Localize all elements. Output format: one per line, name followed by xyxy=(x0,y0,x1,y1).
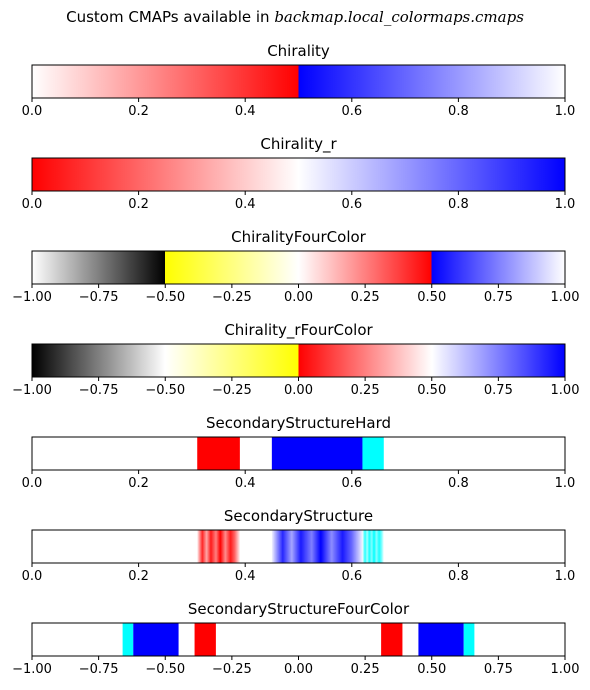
colorbar-title: ChiralityFourColor xyxy=(231,228,367,246)
colorbar-title: Chirality_r xyxy=(260,135,337,154)
colorbar-title: SecondaryStructureHard xyxy=(206,414,391,432)
x-tick-label: 0.75 xyxy=(484,662,513,677)
x-tick-label: 0.00 xyxy=(284,662,313,677)
x-tick-label: −0.75 xyxy=(79,290,119,305)
x-tick-label: 0.6 xyxy=(341,476,362,491)
colorbar-panel-0: Chirality 0.0 0.2 0.4 0.6 0.8 1.0 xyxy=(22,42,576,119)
colorbar-panel-5: SecondaryStructure 0.0 0.2 0.4 0.6 0.8 1.0 xyxy=(22,507,576,584)
colorbar-gradient xyxy=(32,251,565,284)
color-segment-5 xyxy=(463,623,475,656)
colorbar-panel-1: Chirality_r 0.0 0.2 0.4 0.6 0.8 1.0 xyxy=(22,135,576,212)
soft-band-0 xyxy=(197,530,240,563)
x-tick-label: 0.50 xyxy=(417,290,446,305)
colorbar-title: SecondaryStructure xyxy=(224,507,373,525)
x-tick-label: −0.50 xyxy=(145,383,185,398)
x-tick-label: 0.2 xyxy=(128,197,149,212)
x-tick-label: 1.0 xyxy=(555,476,576,491)
colorbar-gradient xyxy=(32,158,565,191)
colorbar-gradient xyxy=(32,344,565,377)
x-tick-label: 0.2 xyxy=(128,569,149,584)
figure-title: Custom CMAPs available in backmap.local_… xyxy=(0,8,590,26)
x-tick-label: 0.2 xyxy=(128,104,149,119)
x-tick-label: 1.0 xyxy=(555,104,576,119)
x-tick-label: 0.2 xyxy=(128,476,149,491)
color-segment-2 xyxy=(362,437,384,470)
x-tick-label: 0.6 xyxy=(341,104,362,119)
colorbar-panel-2: ChiralityFourColor −1.00 −0.75 −0.50 −0.25 0.… xyxy=(12,228,579,305)
soft-band-2 xyxy=(362,530,384,563)
x-tick-label: 0.6 xyxy=(341,569,362,584)
x-tick-label: 0.75 xyxy=(484,290,513,305)
colorbar-frame xyxy=(31,157,566,192)
x-tick-label: −0.75 xyxy=(79,383,119,398)
x-tick-label: 0.4 xyxy=(235,104,256,119)
x-tick-label: 1.00 xyxy=(551,662,580,677)
soft-band-1 xyxy=(271,530,363,563)
x-tick-label: −0.25 xyxy=(212,290,252,305)
x-tick-label: 0.4 xyxy=(235,197,256,212)
colorbar-title: Chirality_rFourColor xyxy=(224,321,373,340)
colorbar-frame xyxy=(31,529,566,564)
x-tick-label: 0.4 xyxy=(235,569,256,584)
colorbar-gradient xyxy=(32,65,565,98)
x-tick-label: 0.8 xyxy=(448,197,469,212)
x-tick-label: −0.25 xyxy=(212,383,252,398)
x-tick-label: 1.0 xyxy=(555,569,576,584)
x-tick-label: 0.4 xyxy=(235,476,256,491)
x-tick-label: 0.0 xyxy=(22,104,43,119)
colorbar-panel-6: SecondaryStructureFourColor −1.00 −0.75 −0.… xyxy=(12,600,579,677)
x-tick-label: 0.25 xyxy=(351,290,380,305)
x-tick-label: 0.50 xyxy=(417,662,446,677)
color-segment-1 xyxy=(133,623,179,656)
x-tick-label: −0.50 xyxy=(145,662,185,677)
x-tick-label: 0.8 xyxy=(448,476,469,491)
x-tick-label: 0.75 xyxy=(484,383,513,398)
color-segment-1 xyxy=(271,437,363,470)
x-tick-label: 0.00 xyxy=(284,290,313,305)
x-tick-label: 0.0 xyxy=(22,197,43,212)
x-tick-label: −0.25 xyxy=(212,662,252,677)
x-tick-label: −0.50 xyxy=(145,290,185,305)
x-tick-label: −0.75 xyxy=(79,662,119,677)
figure-title-math: backmap.local_colormaps.cmaps xyxy=(274,8,524,26)
x-tick-label: 0.8 xyxy=(448,569,469,584)
x-tick-label: −1.00 xyxy=(12,383,52,398)
colorbar-frame xyxy=(31,64,566,99)
x-tick-label: 0.0 xyxy=(22,569,43,584)
x-tick-label: 0.0 xyxy=(22,476,43,491)
x-tick-label: 1.00 xyxy=(551,290,580,305)
figure-title-prefix: Custom CMAPs available in xyxy=(66,8,275,26)
colorbar-title: Chirality xyxy=(267,42,330,60)
x-tick-label: 0.25 xyxy=(351,662,380,677)
x-tick-label: −1.00 xyxy=(12,662,52,677)
x-tick-label: 0.6 xyxy=(341,197,362,212)
colorbar-background xyxy=(32,623,565,656)
colorbar-frame xyxy=(31,436,566,471)
x-tick-label: 1.00 xyxy=(551,383,580,398)
colorbar-title: SecondaryStructureFourColor xyxy=(188,600,410,618)
colorbar-panel-3: Chirality_rFourColor −1.00 −0.75 −0.50 −0.25… xyxy=(12,321,579,398)
x-tick-label: 0.50 xyxy=(417,383,446,398)
x-tick-label: 0.8 xyxy=(448,104,469,119)
color-segment-2 xyxy=(194,623,216,656)
x-tick-label: 0.25 xyxy=(351,383,380,398)
color-segment-4 xyxy=(418,623,464,656)
x-tick-label: −1.00 xyxy=(12,290,52,305)
color-segment-0 xyxy=(122,623,134,656)
x-tick-label: 0.00 xyxy=(284,383,313,398)
color-segment-0 xyxy=(197,437,240,470)
x-tick-label: 1.0 xyxy=(555,197,576,212)
color-segment-3 xyxy=(381,623,403,656)
colorbar-panel-4: SecondaryStructureHard 0.0 0.2 0.4 0.6 0.8 1.0 xyxy=(22,414,576,491)
